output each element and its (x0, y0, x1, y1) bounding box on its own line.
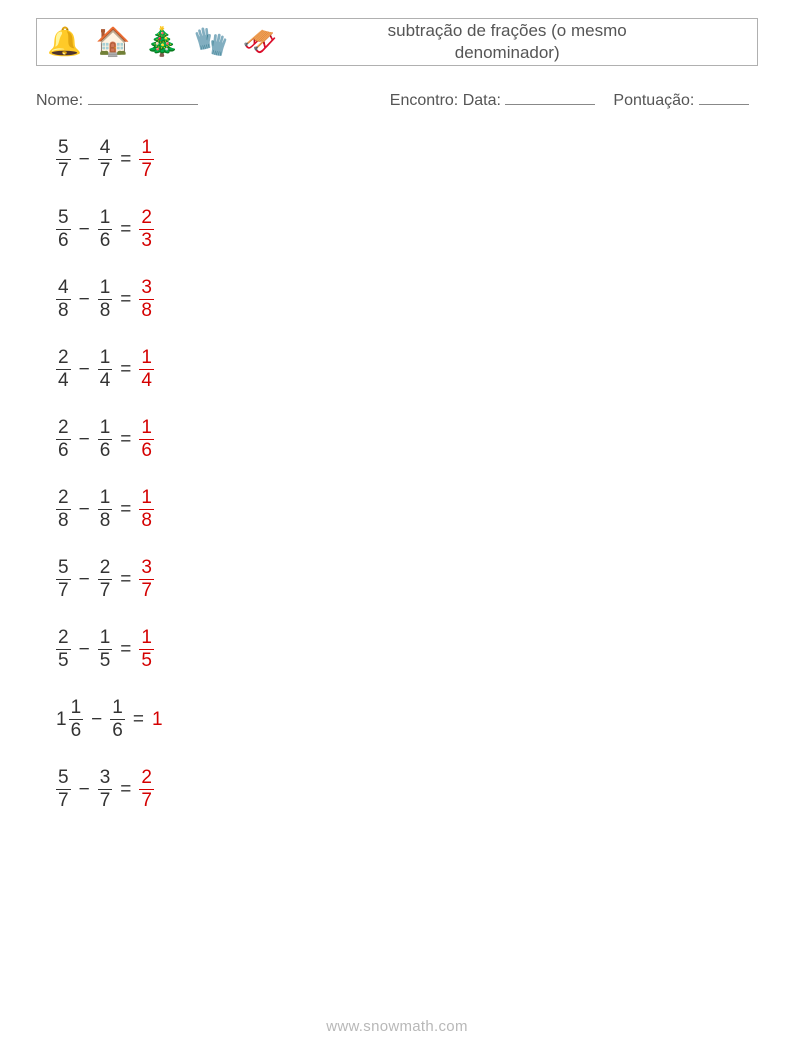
problem-row: 24−14=14 (56, 344, 758, 396)
problem-row: 25−15=15 (56, 624, 758, 676)
problem-row: 56−16=23 (56, 204, 758, 256)
minus-operator: − (71, 289, 98, 311)
operand-a: 28 (56, 488, 71, 531)
operand-a: 48 (56, 278, 71, 321)
footer-url: www.snowmath.com (0, 1018, 794, 1035)
house-icon: 🏠 (96, 28, 131, 56)
date-field[interactable] (505, 88, 595, 105)
bell-icon: 🔔 (47, 28, 82, 56)
score-label: Pontuação: (613, 92, 694, 109)
answer: 27 (139, 768, 154, 811)
date-label: Encontro: Data: (390, 92, 501, 109)
operand-a: 56 (56, 208, 71, 251)
wreath-icon: 🎄 (145, 28, 180, 56)
operand-a: 57 (56, 768, 71, 811)
equals-sign: = (112, 149, 139, 171)
worksheet-title: subtração de frações (o mesmo denominado… (277, 20, 747, 64)
answer: 18 (139, 488, 154, 531)
operand-b: 16 (98, 208, 113, 251)
problem-row: 28−18=18 (56, 484, 758, 536)
equals-sign: = (112, 359, 139, 381)
minus-operator: − (71, 499, 98, 521)
operand-whole: 1 (56, 709, 69, 731)
operand-a: 24 (56, 348, 71, 391)
meta-row: Nome: Encontro: Data: Pontuação: (36, 88, 758, 110)
name-field[interactable] (88, 88, 198, 105)
minus-operator: − (83, 709, 110, 731)
operand-b: 18 (98, 278, 113, 321)
minus-operator: − (71, 359, 98, 381)
header-icons: 🔔 🏠 🎄 🧤 🛷 (47, 28, 277, 56)
worksheet-header: 🔔 🏠 🎄 🧤 🛷 subtração de frações (o mesmo … (36, 18, 758, 66)
minus-operator: − (71, 149, 98, 171)
answer: 38 (139, 278, 154, 321)
mitten-icon: 🧤 (194, 28, 229, 56)
minus-operator: − (71, 639, 98, 661)
answer: 23 (139, 208, 154, 251)
equals-sign: = (112, 569, 139, 591)
answer: 1 (152, 709, 163, 731)
operand-b: 47 (98, 138, 113, 181)
equals-sign: = (112, 779, 139, 801)
operand-b: 18 (98, 488, 113, 531)
answer: 15 (139, 628, 154, 671)
sleigh-icon: 🛷 (243, 28, 278, 56)
problem-row: 116−16=1 (56, 694, 758, 746)
equals-sign: = (112, 219, 139, 241)
minus-operator: − (71, 219, 98, 241)
answer: 14 (139, 348, 154, 391)
score-field[interactable] (699, 88, 749, 105)
minus-operator: − (71, 779, 98, 801)
equals-sign: = (112, 289, 139, 311)
problem-row: 48−18=38 (56, 274, 758, 326)
minus-operator: − (71, 429, 98, 451)
problem-row: 57−37=27 (56, 764, 758, 816)
problem-row: 57−47=17 (56, 134, 758, 186)
operand-a: 57 (56, 558, 71, 601)
operand-b: 16 (98, 418, 113, 461)
operand-b: 37 (98, 768, 113, 811)
operand-a: 57 (56, 138, 71, 181)
operand-b: 16 (110, 698, 125, 741)
operand-b: 14 (98, 348, 113, 391)
problem-list: 57−47=1756−16=2348−18=3824−14=1426−16=16… (56, 134, 758, 816)
operand-a: 25 (56, 628, 71, 671)
operand-a: 16 (69, 698, 84, 741)
operand-a: 26 (56, 418, 71, 461)
problem-row: 26−16=16 (56, 414, 758, 466)
equals-sign: = (112, 499, 139, 521)
answer: 37 (139, 558, 154, 601)
equals-sign: = (112, 429, 139, 451)
operand-b: 27 (98, 558, 113, 601)
answer: 16 (139, 418, 154, 461)
equals-sign: = (112, 639, 139, 661)
answer: 17 (139, 138, 154, 181)
minus-operator: − (71, 569, 98, 591)
equals-sign: = (125, 709, 152, 731)
problem-row: 57−27=37 (56, 554, 758, 606)
operand-b: 15 (98, 628, 113, 671)
name-label: Nome: (36, 92, 83, 109)
